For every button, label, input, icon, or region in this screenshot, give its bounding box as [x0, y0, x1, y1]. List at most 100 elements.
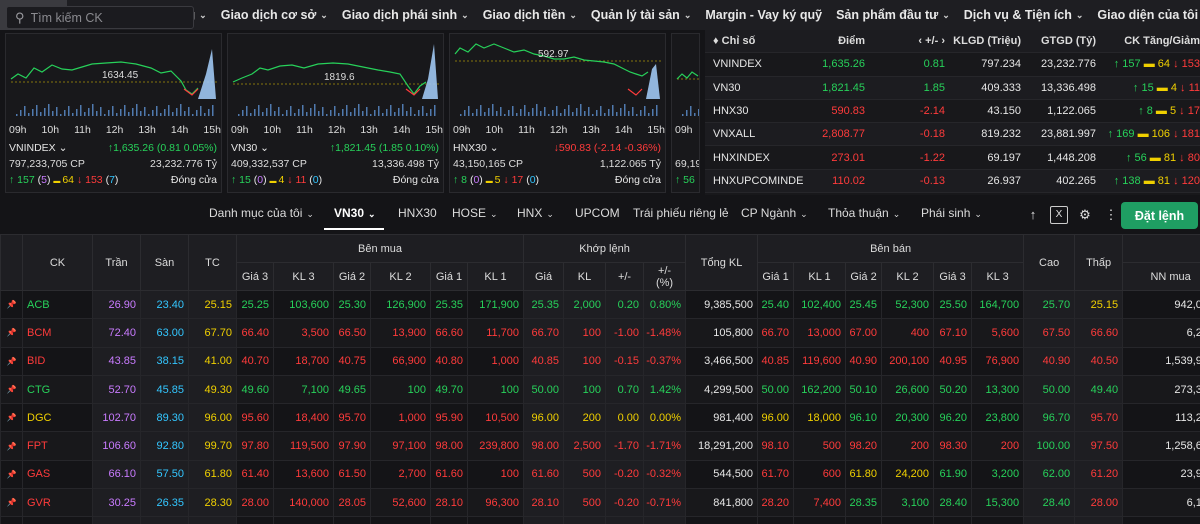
match-percent-cell: -0.32%	[643, 459, 687, 490]
pin-icon[interactable]: 📌	[0, 318, 23, 348]
mini-chart-3[interactable]: 09h 69,19 ↑ 56	[671, 33, 700, 193]
match-volume-cell: 100	[563, 318, 607, 348]
pin-icon[interactable]: 📌	[0, 459, 23, 490]
match-volume-cell: 200	[563, 403, 607, 433]
high-cell: 50.00	[1023, 374, 1076, 405]
search-input[interactable]	[30, 10, 181, 25]
ask-price-cell: 40.95	[933, 346, 973, 376]
table-row[interactable]: 📌 ACB 26.90 23.40 25.15 25.25 103,600 25.30 126,…	[0, 289, 1200, 320]
time-tick-label: 09h	[9, 124, 27, 136]
table-row[interactable]: 📌HDB31.0027.0029.0028.6045,10028.6520,00…	[0, 516, 1200, 524]
table-row[interactable]: 📌 BCM 72.40 63.00 67.70 66.40 3,500 66.50 13,900…	[0, 318, 1200, 348]
index-point: 1,635.26	[822, 58, 865, 71]
arrow-down-icon: ↓	[1170, 58, 1182, 71]
index-row[interactable]: HNXINDEX 273.01 -1.22 69.197 1,448.208 ↑ 56 ▬…	[705, 146, 1200, 170]
nav-item-9[interactable]: Giao diện của tôi	[1090, 0, 1200, 30]
gear-icon[interactable]: ⚙	[1079, 207, 1091, 222]
floor-count: 0	[312, 174, 319, 186]
ask-volume-cell: 1,600	[793, 516, 847, 524]
index-row[interactable]: VNXALL 2,808.77 -0.18 819.232 23,881.997 ↑ 16…	[705, 123, 1200, 147]
ask-price-cell: 98.30	[933, 431, 973, 461]
symbol-cell[interactable]: GAS	[22, 459, 93, 490]
index-row[interactable]: HNX30 590.83 -2.14 43.150 1,122.065 ↑ 8 ▬ 5 ↓…	[705, 100, 1200, 124]
arrow-toggle-icon[interactable]: ‹	[918, 35, 926, 48]
index-col-header: KLGD (Triệu)	[945, 35, 1021, 47]
symbol-cell[interactable]: CTG	[22, 374, 93, 405]
match-volume-cell: 100	[563, 374, 607, 405]
symbol-cell[interactable]: DGC	[22, 403, 93, 433]
more-vertical-icon[interactable]: ⋮	[1104, 207, 1118, 222]
pin-icon[interactable]: 📌	[0, 289, 23, 320]
pin-icon[interactable]: 📌	[0, 516, 23, 524]
index-row[interactable]: VNINDEX 1,635.26 0.81 797.234 23,232.776 ↑ 15…	[705, 53, 1200, 77]
tab-trái-phiếu-riêng-lẻ[interactable]: Trái phiếu riêng lẻ	[633, 206, 729, 220]
table-row[interactable]: 📌 GAS 66.10 57.50 61.80 61.40 13,600 61.50 2,700…	[0, 459, 1200, 490]
tab-upcom[interactable]: UPCOM	[575, 206, 620, 220]
tab-vn30[interactable]: VN30 ⌄	[334, 206, 376, 220]
symbol-cell[interactable]: BCM	[22, 318, 93, 348]
nav-item-4[interactable]: Giao dịch tiền ⌄	[476, 0, 584, 30]
ask-price-cell: 98.20	[845, 431, 883, 461]
bid-volume-cell: 140,000	[273, 488, 334, 518]
tab-hose[interactable]: HOSE ⌄	[452, 206, 498, 220]
ask-volume-cell: 76,900	[971, 346, 1025, 376]
ref-cell: 67.70	[188, 318, 237, 348]
index-change: 0.81	[923, 58, 945, 71]
mini-chart-volume-row: 43,150,165 CP 1,122.065 Tỷ	[453, 158, 661, 170]
symbol-cell[interactable]: HDB	[22, 516, 93, 524]
excel-export-icon[interactable]: X	[1050, 206, 1068, 224]
place-order-button[interactable]: Đặt lệnh	[1121, 202, 1198, 229]
pin-icon[interactable]: 📌	[0, 346, 23, 376]
nav-item-3[interactable]: Giao dịch phái sinh ⌄	[335, 0, 476, 30]
ceiling-cell: 52.70	[92, 374, 141, 405]
search-box[interactable]: ⚲	[6, 6, 194, 29]
table-row[interactable]: 📌 GVR 30.25 26.35 28.30 28.00 140,000 28.05 52,6…	[0, 488, 1200, 518]
nav-item-5[interactable]: Quản lý tài sản ⌄	[584, 0, 698, 30]
table-row[interactable]: 📌 FPT 106.60 92.80 99.70 97.80 119,500 97.90 97,…	[0, 431, 1200, 461]
pin-icon[interactable]: 📌	[0, 403, 23, 433]
index-name: HNXUPCOMINDE	[713, 174, 804, 187]
index-row[interactable]: HNXUPCOMINDE 110.02 -0.13 26.937 402.265 ↑ 13…	[705, 169, 1200, 194]
ceiling-cell: 26.90	[92, 289, 141, 320]
pin-icon[interactable]: 📌	[0, 374, 23, 405]
ask-volume-cell: 52,300	[881, 289, 935, 320]
tab-thỏa-thuận[interactable]: Thỏa thuận ⌄	[828, 206, 900, 220]
nav-item-8[interactable]: Dịch vụ & Tiện ích ⌄	[957, 0, 1091, 30]
index-name: HNX30	[713, 105, 749, 118]
tab-phái-sinh[interactable]: Phái sinh ⌄	[921, 206, 982, 220]
tab-danh-mục-của-tôi[interactable]: Danh mục của tôi ⌄	[209, 206, 314, 220]
pin-icon[interactable]: 📌	[0, 431, 23, 461]
time-tick-label: 09h	[231, 124, 249, 136]
arrow-toggle-icon[interactable]: ›	[938, 35, 945, 48]
mini-chart-2[interactable]: 592.97 09h 10h 11h 12h 13h 14h 15h HNX30 ⌄ ↓590.8…	[449, 33, 666, 193]
floor-cell: 45.85	[140, 374, 189, 405]
change-text: 590.83 (-2.14 -0.36%)	[558, 142, 661, 154]
mini-chart-0[interactable]: 1634.45 09h 10h 11h 12h 13h 14h 15h VNINDEX ⌄ ↑1,…	[5, 33, 222, 193]
index-row[interactable]: VN30 1,821.45 1.85 409.333 13,336.498 ↑ 15 ▬ …	[705, 76, 1200, 100]
ceiling-count: 0	[473, 174, 480, 186]
bid-price-cell: 97.90	[333, 431, 371, 461]
low-cell: 61.20	[1074, 459, 1124, 490]
ref-icon: ▬	[1152, 105, 1170, 118]
foreign-buy-cell: 6,100	[1122, 488, 1200, 518]
symbol-cell[interactable]: FPT	[22, 431, 93, 461]
index-name: VNINDEX	[713, 58, 762, 71]
symbol-cell[interactable]: ACB	[22, 289, 93, 320]
table-row[interactable]: 📌 CTG 52.70 45.85 49.30 49.60 7,100 49.65 100 49.…	[0, 374, 1200, 405]
table-row[interactable]: 📌 DGC 102.70 89.30 96.00 95.60 18,400 95.70 1,00…	[0, 403, 1200, 433]
symbol-cell[interactable]: GVR	[22, 488, 93, 518]
tab-cp-ngành[interactable]: CP Ngành ⌄	[741, 206, 808, 220]
nav-item-2[interactable]: Giao dịch cơ sở ⌄	[214, 0, 335, 30]
tab-hnx[interactable]: HNX ⌄	[517, 206, 554, 220]
bid-price-cell: 95.90	[430, 403, 468, 433]
ask-price-cell: 28.20	[757, 488, 795, 518]
symbol-cell[interactable]: BID	[22, 346, 93, 376]
arrow-up-icon[interactable]: ↑	[1029, 207, 1037, 222]
nav-item-6[interactable]: Margin - Vay ký quỹ	[698, 0, 829, 30]
table-row[interactable]: 📌 BID 43.85 38.15 41.00 40.70 18,700 40.75 66,90…	[0, 346, 1200, 376]
mini-chart-volume-row: 797,233,705 CP 23,232.776 Tỷ	[9, 158, 217, 170]
tab-hnx30[interactable]: HNX30	[398, 206, 437, 220]
nav-item-7[interactable]: Sản phẩm đầu tư ⌄	[829, 0, 957, 30]
pin-icon[interactable]: 📌	[0, 488, 23, 518]
mini-chart-1[interactable]: 1819.6 09h 10h 11h 12h 13h 14h 15h VN30 ⌄ ↑1,821.…	[227, 33, 444, 193]
